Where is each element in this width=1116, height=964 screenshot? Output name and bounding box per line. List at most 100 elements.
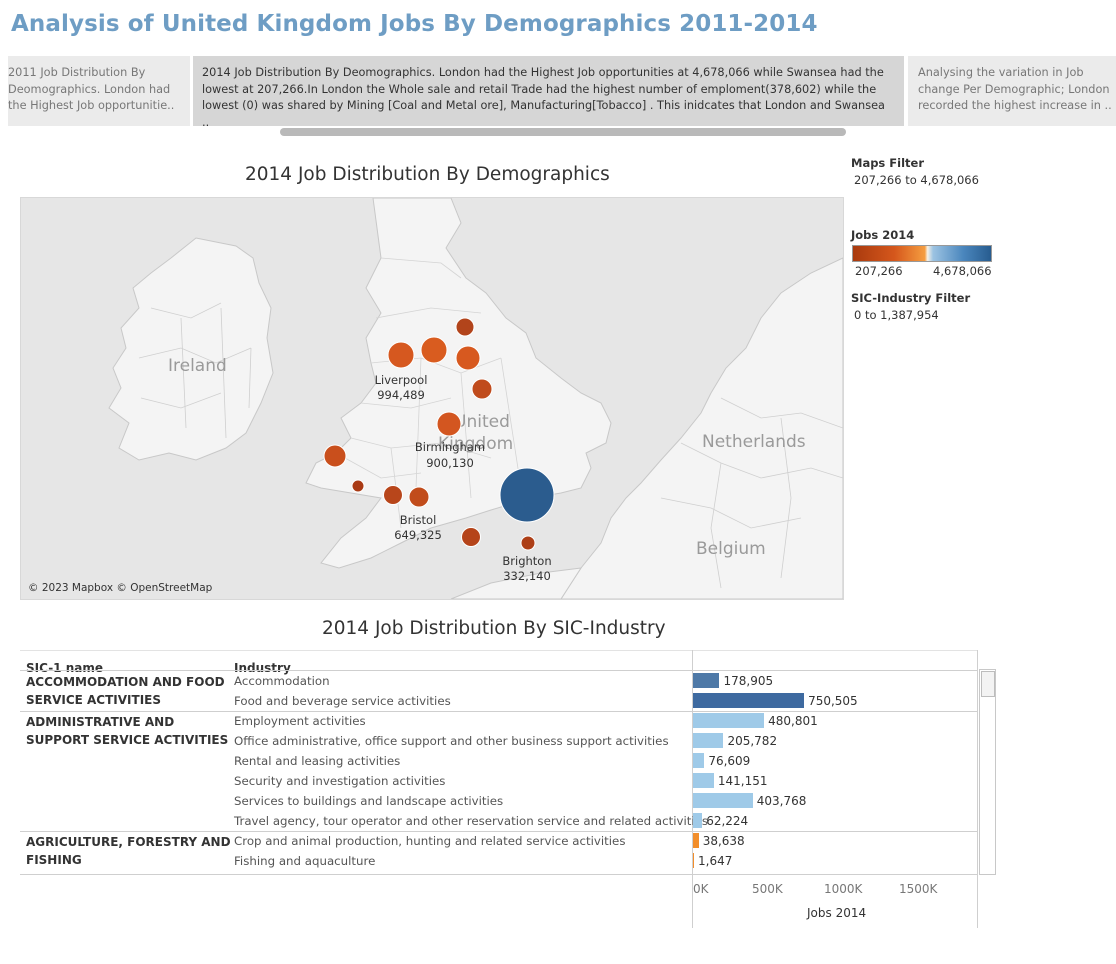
city-bubbles[interactable]	[323, 317, 555, 551]
label-kingdom: Kingdom	[438, 434, 513, 454]
bubble-swansea	[351, 479, 365, 493]
bar-value-label: 205,782	[727, 734, 778, 748]
ireland-borders	[138, 302, 252, 439]
header-top-line	[20, 650, 978, 651]
axis-tick-1500k: 1500K	[899, 882, 938, 896]
story-point-1[interactable]: 2011 Job Distribution By Deomographics. …	[8, 56, 190, 126]
industry-label[interactable]: Office administrative, office support an…	[234, 734, 669, 748]
sic-group-name[interactable]: ADMINISTRATIVE AND SUPPORT SERVICE ACTIV…	[26, 715, 229, 747]
label-united: United	[454, 412, 510, 432]
maps-filter-label: Maps Filter	[851, 156, 924, 170]
header-bottom-line	[20, 670, 978, 671]
map-copyright[interactable]: © 2023 Mapbox © OpenStreetMap	[28, 582, 213, 594]
city-value-birmingham: 900,130	[426, 456, 474, 470]
legend-title: Jobs 2014	[851, 228, 915, 242]
bar-axis-line	[692, 650, 693, 928]
color-legend-gradient	[852, 245, 992, 262]
story-point-2[interactable]: 2014 Job Distribution By Deomographics. …	[193, 56, 904, 126]
map-view[interactable]: Ireland United Kingdom Netherlands Belgi…	[20, 197, 844, 600]
col-header-industry[interactable]: Industry	[234, 661, 291, 675]
table-scrollbar[interactable]	[979, 669, 996, 875]
industry-label[interactable]: Rental and leasing activities	[234, 754, 401, 768]
industry-bar[interactable]	[693, 733, 724, 748]
bar-value-label: 38,638	[702, 834, 745, 848]
bubble-nottingham	[471, 378, 493, 400]
bubble-southampton	[461, 527, 481, 547]
bubble-london	[499, 467, 555, 523]
industry-bar[interactable]	[693, 693, 805, 708]
axis-tick-500k: 500K	[752, 882, 783, 896]
bubble-liverpool	[387, 341, 415, 369]
legend-min: 207,266	[855, 264, 903, 278]
industry-bar[interactable]	[693, 853, 694, 868]
story-point-2-text: 2014 Job Distribution By Deomographics. …	[202, 66, 885, 126]
industry-label[interactable]: Accommodation	[234, 674, 330, 688]
city-value-bristol: 649,325	[394, 528, 442, 542]
map-title: 2014 Job Distribution By Demographics	[245, 164, 610, 185]
industry-bar[interactable]	[693, 753, 705, 768]
city-label-brighton: Brighton	[502, 554, 551, 568]
bar-value-label: 480,801	[768, 714, 818, 728]
industry-label[interactable]: Employment activities	[234, 714, 366, 728]
bar-value-label: 62,224	[706, 814, 749, 828]
industry-label[interactable]: Fishing and aquaculture	[234, 854, 376, 868]
industry-bar[interactable]	[693, 773, 714, 788]
uk-borders	[335, 257, 522, 529]
industry-label[interactable]: Food and beverage service activities	[234, 694, 451, 708]
table-bottom-line	[20, 874, 978, 875]
bar-value-label: 178,905	[723, 674, 774, 688]
story-point-3[interactable]: Analysing the variation in Job change Pe…	[908, 56, 1116, 126]
bar-value-label: 403,768	[756, 794, 807, 808]
industry-label[interactable]: Security and investigation activities	[234, 774, 446, 788]
city-label-bristol: Bristol	[400, 513, 437, 527]
bar-pane-right-line	[977, 650, 978, 928]
table-title: 2014 Job Distribution By SIC-Industry	[322, 618, 666, 639]
maps-filter-range[interactable]: 207,266 to 4,678,066	[854, 173, 979, 187]
bar-value-label: 750,505	[808, 694, 858, 708]
city-value-brighton: 332,140	[503, 569, 551, 583]
industry-bar[interactable]	[693, 833, 699, 848]
great-britain-landmass	[305, 198, 612, 569]
city-label-liverpool: Liverpool	[375, 373, 428, 387]
sic-filter-range[interactable]: 0 to 1,387,954	[854, 308, 939, 322]
bubble-bristol	[408, 486, 430, 508]
col-header-sic[interactable]: SIC-1 name	[26, 661, 103, 675]
bar-value-label: 1,647	[698, 854, 733, 868]
industry-label[interactable]: Crop and animal production, hunting and …	[234, 834, 626, 848]
group-separator	[20, 711, 978, 712]
label-ireland: Ireland	[168, 356, 227, 376]
industry-bar[interactable]	[693, 793, 753, 808]
bubble-manchester	[420, 336, 448, 364]
sic-filter-label: SIC-Industry Filter	[851, 291, 971, 305]
bubble-north-1	[455, 317, 475, 337]
dashboard-title: Analysis of United Kingdom Jobs By Demog…	[11, 11, 818, 37]
industry-label[interactable]: Services to buildings and landscape acti…	[234, 794, 504, 808]
bar-value-label: 141,151	[717, 774, 768, 788]
story-point-1-text: 2011 Job Distribution By Deomographics. …	[8, 66, 175, 112]
axis-tick-1000k: 1000K	[824, 882, 863, 896]
bubble-leeds	[455, 345, 481, 371]
story-scrollbar[interactable]	[280, 128, 846, 136]
story-point-3-text: Analysing the variation in Job change Pe…	[918, 66, 1112, 112]
legend-max: 4,678,066	[933, 264, 992, 278]
ireland-landmass	[108, 237, 274, 461]
industry-bar[interactable]	[693, 713, 765, 728]
bubble-brighton	[520, 535, 536, 551]
sic-group-name[interactable]: AGRICULTURE, FORESTRY AND FISHING	[26, 835, 231, 867]
label-belgium: Belgium	[696, 539, 766, 559]
group-separator	[20, 831, 978, 832]
industry-bar[interactable]	[693, 813, 703, 828]
france-coast	[450, 567, 583, 599]
table-scrollbar-thumb[interactable]	[981, 671, 995, 697]
sic-group-name[interactable]: ACCOMMODATION AND FOOD SERVICE ACTIVITIE…	[26, 675, 225, 707]
bubble-cardiff	[383, 485, 403, 505]
industry-bar[interactable]	[693, 673, 720, 688]
bar-value-label: 76,609	[708, 754, 751, 768]
label-netherlands: Netherlands	[702, 432, 806, 452]
industry-label[interactable]: Travel agency, tour operator and other r…	[234, 814, 709, 828]
map-canvas: Ireland United Kingdom Netherlands Belgi…	[108, 198, 843, 599]
axis-tick-0: 0K	[693, 882, 709, 896]
city-value-liverpool: 994,489	[377, 388, 425, 402]
bubble-wales-west	[323, 444, 347, 468]
europe-borders	[660, 397, 843, 589]
